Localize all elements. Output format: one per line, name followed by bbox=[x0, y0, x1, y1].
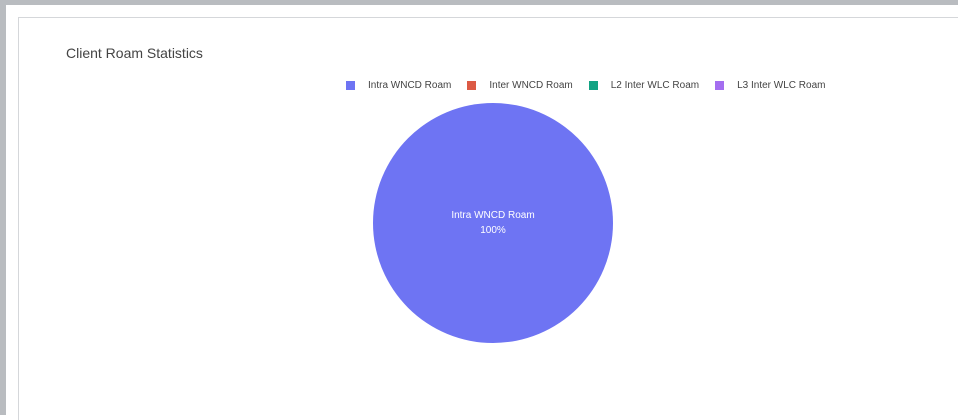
legend-item-l2-inter-wlc-roam[interactable]: L2 Inter WLC Roam bbox=[588, 80, 700, 91]
legend-label: Inter WNCD Roam bbox=[489, 80, 573, 91]
legend-item-inter-wncd-roam[interactable]: Inter WNCD Roam bbox=[467, 80, 573, 91]
chart-title: Client Roam Statistics bbox=[66, 45, 203, 61]
legend-label: Intra WNCD Roam bbox=[368, 80, 452, 91]
slice-label-name: Intra WNCD Roam bbox=[451, 210, 534, 221]
legend-item-intra-wncd-roam[interactable]: Intra WNCD Roam bbox=[346, 80, 451, 91]
slice-label-percent: 100% bbox=[480, 225, 506, 236]
legend-label: L3 Inter WLC Roam bbox=[737, 80, 826, 91]
chart-legend: Intra WNCD Roam Inter WNCD Roam L2 Inter… bbox=[346, 80, 841, 91]
pie-slice-intra-wncd-roam[interactable] bbox=[373, 103, 613, 343]
legend-label: L2 Inter WLC Roam bbox=[610, 80, 700, 91]
legend-swatch bbox=[346, 81, 355, 90]
legend-swatch bbox=[467, 81, 477, 90]
legend-swatch bbox=[588, 81, 598, 90]
legend-item-l3-inter-wlc-roam[interactable]: L3 Inter WLC Roam bbox=[715, 80, 825, 91]
legend-swatch bbox=[715, 81, 725, 90]
